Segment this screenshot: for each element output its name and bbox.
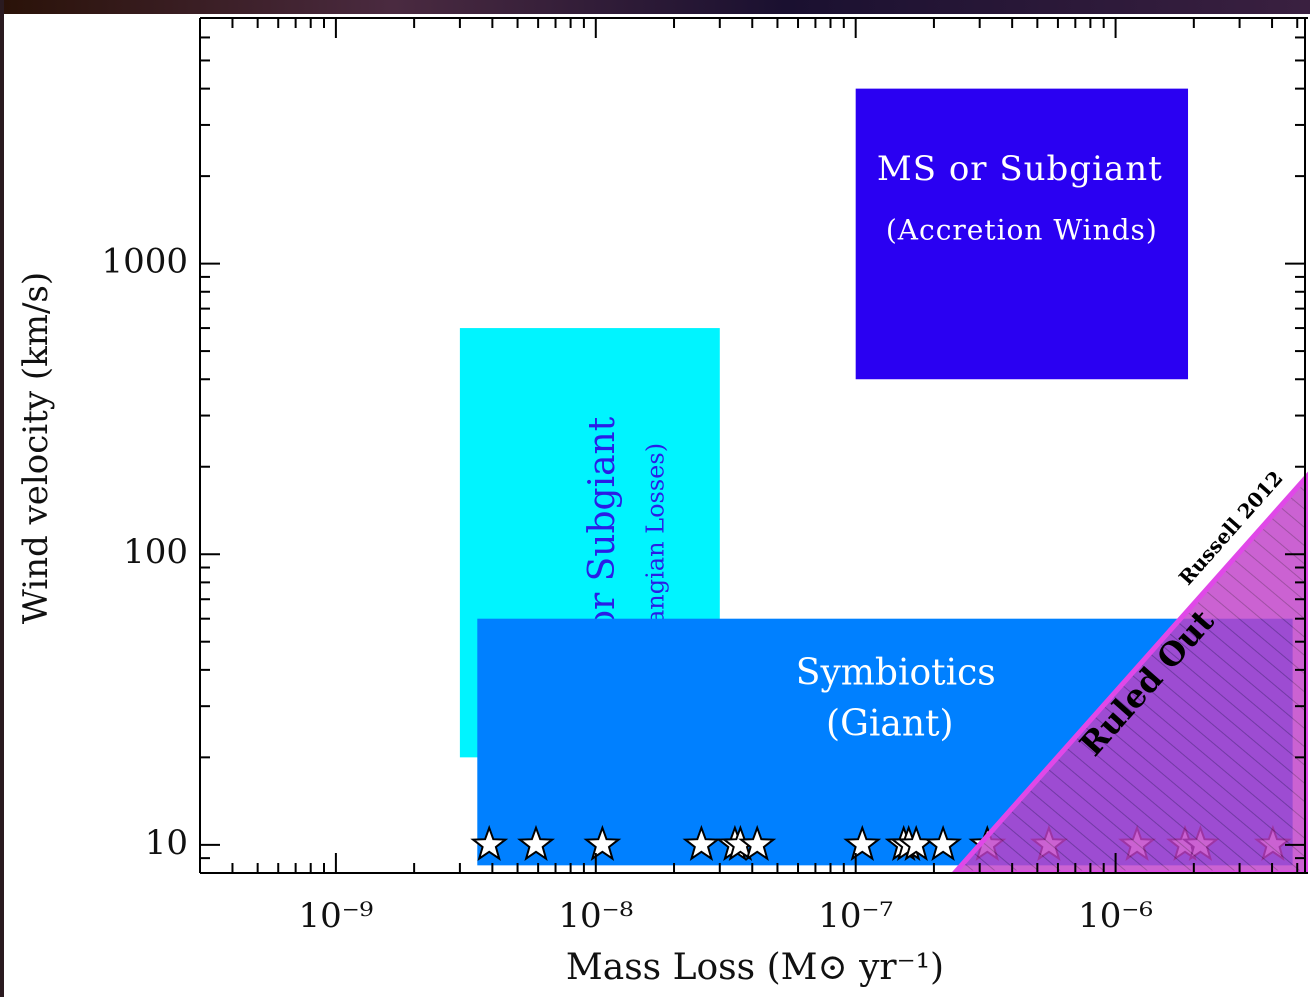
star-marker [470, 824, 509, 861]
y-tick-label: 10 [145, 823, 188, 863]
star-marker [682, 824, 721, 861]
x-tick-label: 10⁻⁸ [558, 896, 633, 936]
axes [199, 17, 1308, 874]
region [855, 88, 1189, 380]
x-tick-label: 10⁻⁶ [1078, 896, 1153, 936]
star-marker [738, 824, 777, 861]
x-tick-label: 10⁻⁹ [298, 896, 373, 936]
star-marker [583, 824, 622, 861]
ruled-out-region [951, 471, 1308, 873]
background-strip [0, 0, 1310, 14]
region-label: MS or Subgiant [877, 149, 1163, 189]
x-axis-label: Mass Loss (M⊙ yr⁻¹) [566, 947, 944, 988]
x-tick-label: 10⁻⁷ [818, 896, 893, 936]
star-marker [924, 824, 963, 861]
background-edge [0, 0, 4, 997]
star-marker [843, 824, 882, 861]
region-label: Symbiotics [796, 653, 996, 694]
region-sublabel: (Giant) [826, 704, 953, 745]
plot-area: MS or Subgiant (Lagrangian Losses) Symbiot… [459, 88, 1308, 873]
region-sublabel: (Accretion Winds) [886, 213, 1158, 246]
y-tick-label: 1000 [101, 242, 188, 282]
y-axis-label: Wind velocity (km/s) [16, 272, 56, 624]
y-tick-label: 100 [123, 532, 188, 572]
star-marker [517, 824, 555, 861]
